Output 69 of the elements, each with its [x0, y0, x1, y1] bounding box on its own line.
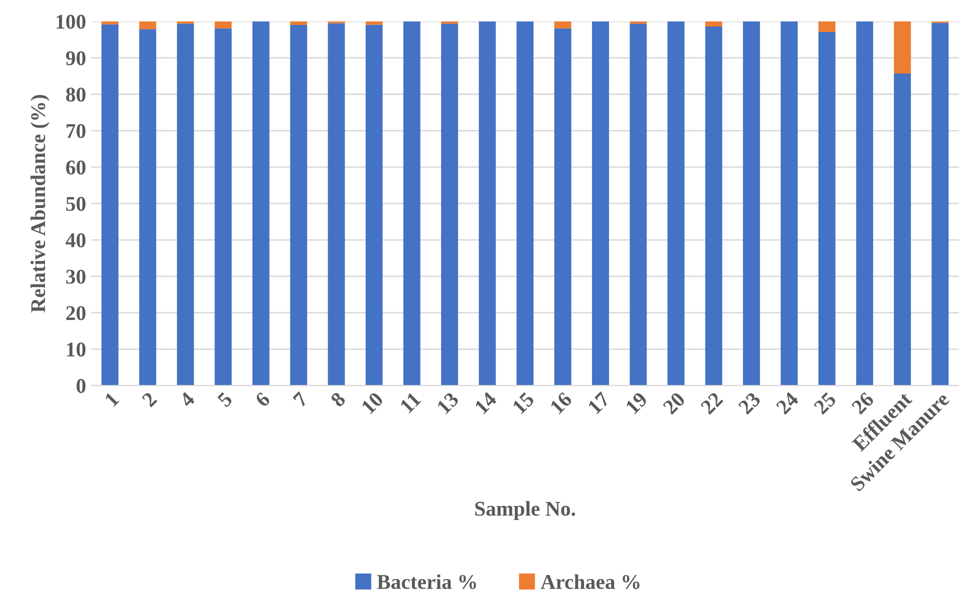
y-tick-label: 70: [66, 124, 86, 138]
x-tick-label: 2: [141, 392, 158, 408]
y-tick-label: 40: [66, 233, 86, 248]
bar: [139, 21, 156, 30]
legend-label: Bacteria %: [377, 574, 476, 590]
bar: [818, 21, 836, 32]
y-tick-label: 80: [66, 88, 86, 102]
x-tick-label: 4: [178, 391, 196, 408]
bar: [139, 29, 156, 386]
bar: [366, 24, 383, 386]
bar: [780, 21, 798, 386]
x-tick-label: 5: [216, 392, 234, 408]
bar: [176, 24, 194, 386]
bar: [932, 22, 949, 386]
bar: [630, 24, 647, 386]
x-tick-label: 16: [550, 391, 573, 414]
x-tick-label: 7: [292, 391, 309, 408]
bar: [668, 21, 684, 386]
x-tick-label: 13: [436, 391, 460, 414]
bar: [856, 21, 874, 386]
bar: [705, 21, 722, 27]
bar: [592, 21, 610, 386]
x-tick-label: 14: [474, 391, 498, 414]
y-tick-label: 90: [66, 51, 86, 66]
y-tick-label: 0: [76, 378, 86, 393]
x-axis-title: Sample No.: [475, 501, 576, 520]
bar: [214, 28, 232, 386]
bar: [214, 21, 232, 28]
bar: [554, 28, 572, 386]
x-tick-label: 22: [700, 392, 724, 415]
bar: [290, 21, 308, 26]
y-tick-label: 10: [67, 342, 86, 357]
bar: [554, 21, 572, 28]
x-tick-label: 1: [104, 392, 120, 407]
bar: [366, 21, 383, 25]
bar: [441, 21, 458, 24]
x-tick-label: 11: [400, 392, 422, 414]
x-tick-label: 24: [776, 391, 800, 415]
bar: [101, 21, 118, 24]
y-tick-label: 20: [66, 306, 86, 320]
y-tick-label: 50: [66, 196, 86, 211]
x-tick-label: 19: [625, 391, 648, 414]
bar: [328, 23, 345, 386]
bar: [176, 21, 194, 24]
x-tick-label: 10: [360, 391, 384, 414]
y-tick-label: 100: [56, 14, 86, 29]
bar: [252, 21, 270, 386]
x-tick-label: 20: [662, 391, 686, 415]
bar: [705, 26, 722, 386]
bar: [818, 32, 836, 386]
x-tick-label: 17: [587, 391, 610, 414]
bar: [290, 25, 308, 386]
x-tick-label: 23: [738, 391, 762, 415]
bar: [478, 21, 496, 386]
bar: [403, 21, 420, 386]
bar: [516, 21, 534, 386]
bar: [441, 24, 458, 386]
x-tick-label: 15: [512, 391, 535, 414]
bar: [742, 21, 760, 386]
y-tick-label: 30: [66, 270, 86, 284]
bar: [101, 24, 118, 386]
bar: [894, 73, 911, 386]
x-tick-label: 25: [813, 391, 837, 415]
bar: [894, 21, 911, 74]
x-tick-label: 8: [330, 391, 346, 408]
legend-label: Archaea %: [540, 574, 640, 590]
y-tick-label: 60: [66, 160, 86, 175]
x-tick-label: 6: [254, 391, 271, 408]
y-axis-title: Relative Abundance (%): [30, 95, 50, 313]
